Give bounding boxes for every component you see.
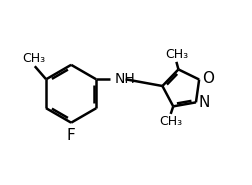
Text: F: F [67, 128, 75, 143]
Text: N: N [198, 95, 209, 110]
Text: NH: NH [114, 72, 135, 86]
Text: CH₃: CH₃ [164, 48, 187, 61]
Text: O: O [201, 71, 213, 86]
Text: CH₃: CH₃ [159, 115, 181, 128]
Text: CH₃: CH₃ [22, 52, 45, 65]
